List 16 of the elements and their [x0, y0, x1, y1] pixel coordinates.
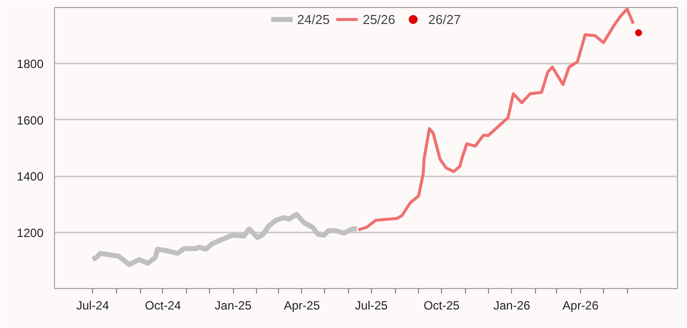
- y-tick-label: 1200: [16, 226, 44, 240]
- x-tick-label: Oct-24: [144, 298, 182, 312]
- x-tick-label: Jan-25: [214, 298, 252, 312]
- y-tick-label: 1800: [16, 57, 44, 72]
- x-tick-label: Oct-25: [424, 298, 460, 312]
- line-series: [356, 8, 635, 232]
- x-tick-label: Apr-25: [284, 298, 320, 312]
- x-tick-label: Jan-26: [493, 298, 530, 312]
- x-tick-label: Apr-26: [562, 298, 599, 312]
- y-tick-label: 1600: [16, 113, 44, 128]
- legend-label: 24/25: [297, 12, 330, 26]
- legend-label: 26/27: [428, 12, 461, 26]
- x-tick-label: Jul-25: [355, 298, 388, 312]
- x-tick-label: Jul-24: [76, 298, 110, 312]
- legend-label: 25/26: [362, 12, 396, 26]
- y-tick-label: 1400: [16, 170, 44, 184]
